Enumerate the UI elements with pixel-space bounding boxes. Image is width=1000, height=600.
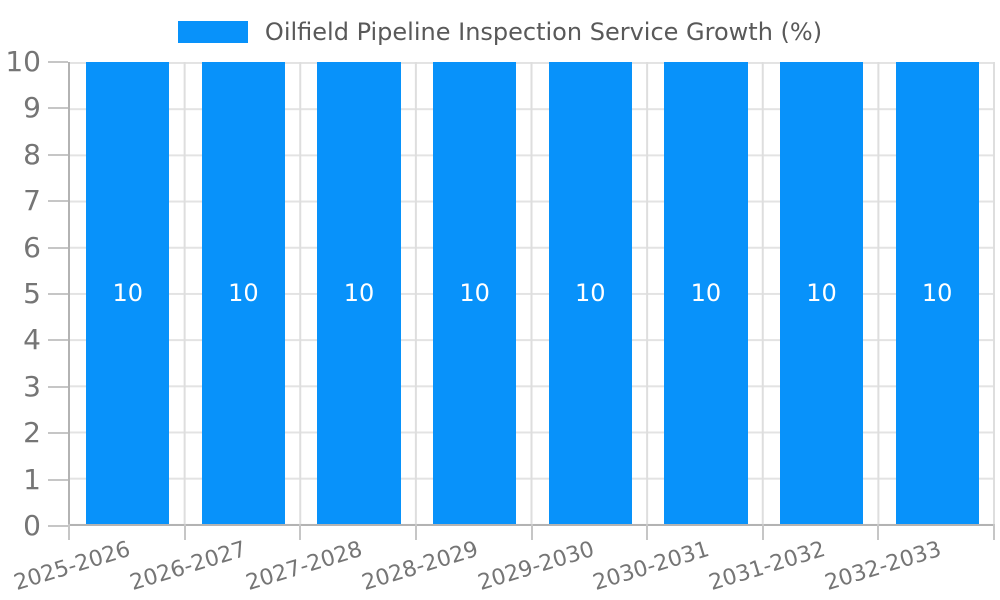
bar-value-label: 10 <box>921 279 953 307</box>
x-axis-tick-mark <box>646 524 649 540</box>
y-axis-tick-mark <box>48 478 68 481</box>
bar-2029-2030[interactable]: 10 <box>548 62 632 524</box>
y-axis-tick-mark <box>48 385 68 388</box>
bar-value-label: 10 <box>806 279 837 307</box>
y-axis-tick-mark <box>48 339 68 342</box>
y-axis-tick-mark <box>48 153 68 156</box>
y-axis-tick-label: 4 <box>23 323 41 357</box>
y-axis-tick-mark <box>48 61 68 63</box>
y-axis-tick-label: 5 <box>23 276 41 310</box>
bar-2031-2032[interactable]: 10 <box>779 62 864 524</box>
y-axis-tick-label: 0 <box>23 508 41 542</box>
bar-value-label: 10 <box>228 279 259 307</box>
y-axis-tick-label: 9 <box>23 91 41 125</box>
y-axis-tick-label: 6 <box>23 230 41 264</box>
x-label-slot: 2032-2033 <box>822 537 995 597</box>
y-axis-tick-label: 7 <box>23 184 41 218</box>
bar-2032-2033[interactable]: 10 <box>895 62 979 524</box>
bar-value-label: 10 <box>343 279 375 307</box>
y-axis-tick-label: 3 <box>23 369 41 403</box>
y-axis-tick-mark <box>48 432 68 435</box>
bar-2027-2028[interactable]: 10 <box>317 62 401 524</box>
bar-slot: 10 <box>648 62 764 524</box>
y-axis-tick-label: 1 <box>23 462 41 496</box>
bar-slot: 10 <box>417 62 533 524</box>
y-axis-tick-mark <box>48 200 68 203</box>
bar-value-label: 10 <box>112 279 144 307</box>
y-axis-tick-label: 8 <box>23 137 41 171</box>
bar-value-label: 10 <box>575 279 606 307</box>
bar-value-label: 10 <box>459 279 490 307</box>
x-axis-tick-mark <box>761 524 764 540</box>
plot-area: 10 10 10 10 10 <box>68 62 995 526</box>
x-axis-tick-label: 2025-2026 <box>11 537 134 596</box>
bar-slot: 10 <box>533 62 649 524</box>
bar-slot: 10 <box>70 62 186 524</box>
y-axis-tick-mark <box>48 107 68 110</box>
x-axis-tick-mark <box>877 524 880 540</box>
bar-slot: 10 <box>186 62 302 524</box>
x-axis-tick-mark <box>68 524 70 540</box>
y-axis-tick-mark <box>48 292 68 295</box>
bar-value-label: 10 <box>690 279 722 307</box>
bar-2028-2029[interactable]: 10 <box>433 62 517 524</box>
x-axis-tick-mark <box>183 524 186 540</box>
legend-label: Oilfield Pipeline Inspection Service Gro… <box>264 18 823 46</box>
x-axis-tick-mark <box>530 524 533 540</box>
x-axis-labels: 2025-2026 2026-2027 2027-2028 2028-2029 … <box>11 537 995 597</box>
y-axis-tick-label: 2 <box>23 416 41 450</box>
bars-row: 10 10 10 10 10 <box>70 62 995 524</box>
bar-2030-2031[interactable]: 10 <box>664 62 748 524</box>
bar-2025-2026[interactable]: 10 <box>86 62 170 524</box>
x-axis-tick-mark <box>299 524 302 540</box>
y-axis-tick-mark <box>48 524 68 527</box>
y-axis: 10 9 8 7 6 5 4 3 2 1 0 <box>0 48 68 539</box>
legend-swatch <box>177 21 248 43</box>
x-axis-tick-mark <box>993 524 995 540</box>
bar-slot: 10 <box>301 62 417 524</box>
x-axis-ticks <box>68 524 995 540</box>
y-axis-tick-label: 10 <box>5 45 41 78</box>
y-axis-tick-mark <box>48 246 68 249</box>
legend[interactable]: Oilfield Pipeline Inspection Service Gro… <box>0 18 1000 46</box>
x-axis-tick-mark <box>414 524 417 540</box>
bar-slot: 10 <box>879 62 995 524</box>
bar-slot: 10 <box>764 62 880 524</box>
bar-2026-2027[interactable]: 10 <box>201 62 286 524</box>
